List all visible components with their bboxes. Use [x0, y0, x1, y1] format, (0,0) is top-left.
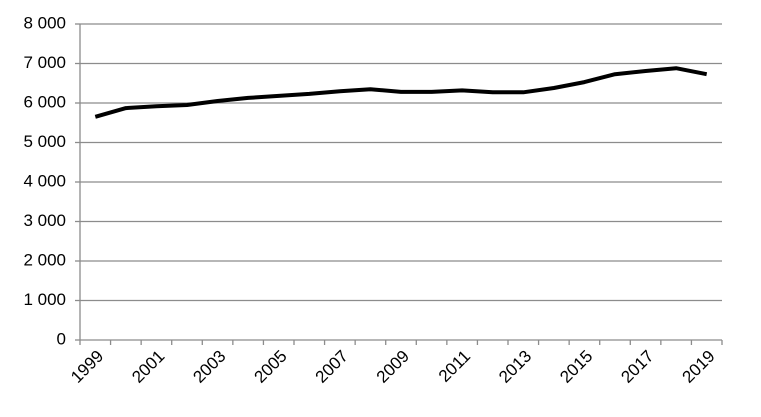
y-tick-label: 6 000: [23, 92, 66, 111]
y-tick-label: 1 000: [23, 290, 66, 309]
y-tick-label: 5 000: [23, 132, 66, 151]
y-tick-label: 3 000: [23, 211, 66, 230]
x-tick-label: 2019: [679, 347, 719, 387]
y-tick-label: 2 000: [23, 250, 66, 269]
x-tick-label: 2013: [495, 347, 535, 387]
x-tick-label: 2003: [189, 347, 229, 387]
y-tick-label: 7 000: [23, 53, 66, 72]
x-tick-label: 2015: [556, 347, 596, 387]
y-tick-label: 4 000: [23, 171, 66, 190]
y-tick-label: 8 000: [23, 13, 66, 32]
y-tick-label: 0: [57, 329, 66, 348]
x-tick-label: 2017: [617, 347, 657, 387]
x-tick-label: 2001: [128, 347, 168, 387]
x-tick-label: 2011: [435, 347, 474, 386]
line: [94, 66, 708, 119]
x-tick-label: 2009: [373, 347, 413, 387]
x-tick-label: 2005: [251, 347, 291, 387]
x-tick-label: 2007: [312, 347, 352, 387]
x-tick-label: 1999: [67, 347, 107, 387]
